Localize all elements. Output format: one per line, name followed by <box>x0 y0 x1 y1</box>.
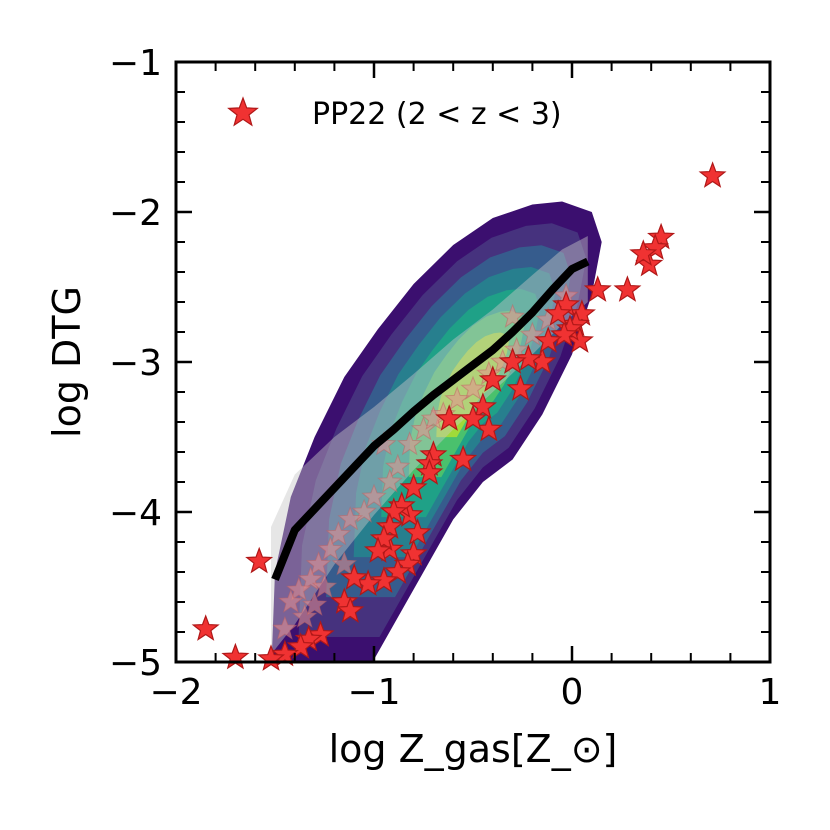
faded-star-marker <box>272 615 298 640</box>
star-marker <box>340 563 369 590</box>
star-marker <box>641 233 670 260</box>
legend-label: PP22 (2 < z < 3) <box>312 97 562 132</box>
x-tick-label: −1 <box>347 672 400 713</box>
faded-star-marker <box>285 576 312 601</box>
faded-star-marker <box>460 375 486 400</box>
star-marker <box>369 524 398 551</box>
star-marker <box>383 557 412 584</box>
faded-star-marker <box>351 498 377 523</box>
faded-star-marker <box>331 551 358 576</box>
faded-star-marker <box>444 386 470 411</box>
star-marker <box>415 458 444 485</box>
star-marker <box>270 639 299 667</box>
star-marker <box>399 539 428 566</box>
faded-star-marker <box>311 573 338 598</box>
star-marker <box>286 632 315 659</box>
faded-star-marker <box>410 416 437 441</box>
median-line <box>271 257 590 581</box>
faded-star-marker <box>337 506 364 531</box>
y-tick-label: −1 <box>109 43 162 84</box>
x-tick-label: −2 <box>149 672 202 713</box>
faded-star-marker <box>291 603 318 628</box>
x-tick-label: 0 <box>561 672 584 713</box>
star-marker <box>647 222 676 250</box>
star-marker <box>458 404 488 431</box>
star-marker <box>468 392 497 419</box>
faded-star-marker <box>361 483 387 508</box>
star-marker <box>629 239 658 266</box>
faded-star-marker <box>499 303 526 328</box>
star-marker <box>245 546 274 574</box>
star-marker <box>514 344 543 371</box>
star-marker <box>550 320 579 347</box>
star-marker <box>379 497 408 524</box>
star-marker <box>506 374 535 401</box>
star-marker <box>191 614 220 641</box>
faded-star-marker <box>297 566 324 591</box>
star-marker <box>336 596 365 623</box>
legend: PP22 (2 < z < 3) <box>227 96 562 132</box>
y-tick-label: −4 <box>109 493 162 534</box>
star-marker <box>306 620 335 647</box>
faded-star-marker <box>278 588 304 613</box>
observed-stars <box>191 161 727 671</box>
star-marker <box>449 444 478 472</box>
faded-star-marker <box>396 431 423 456</box>
y-tick-label: −3 <box>109 343 162 384</box>
legend-star-marker <box>227 96 259 127</box>
star-marker <box>583 275 612 302</box>
star-marker <box>478 365 507 392</box>
x-axis-label: log Z_gas[Z_⊙] <box>329 727 618 771</box>
star-marker <box>257 644 286 671</box>
star-marker <box>544 299 573 326</box>
y-axis-label: log DTG <box>45 286 89 438</box>
faded-star-marker <box>377 468 403 493</box>
axes: −2 −1 0 1 −5 −4 −3 −2 −1 <box>109 43 782 713</box>
star-marker <box>399 473 428 500</box>
y-tick-label: −5 <box>109 643 162 684</box>
star-marker <box>498 347 527 374</box>
x-tick-label: 1 <box>759 672 782 713</box>
faded-star-marker <box>305 551 332 576</box>
faded-star-marker <box>301 591 328 616</box>
star-marker <box>375 512 404 539</box>
star-marker <box>613 275 642 302</box>
star-marker <box>363 536 392 563</box>
median-curve <box>271 257 590 581</box>
faded-star-marker <box>317 536 344 561</box>
axis-labels: log Z_gas[Z_⊙] log DTG <box>45 286 617 771</box>
star-marker <box>369 566 398 593</box>
star-marker <box>534 326 563 353</box>
faded-star-marker <box>325 521 352 546</box>
star-marker <box>435 404 464 431</box>
y-tick-label: −2 <box>109 193 162 234</box>
faded-star-marker <box>384 453 411 478</box>
star-marker <box>403 518 432 545</box>
star-marker <box>221 642 250 670</box>
faded-star-marker <box>519 321 546 346</box>
star-marker <box>698 161 727 188</box>
star-marker <box>565 326 594 353</box>
